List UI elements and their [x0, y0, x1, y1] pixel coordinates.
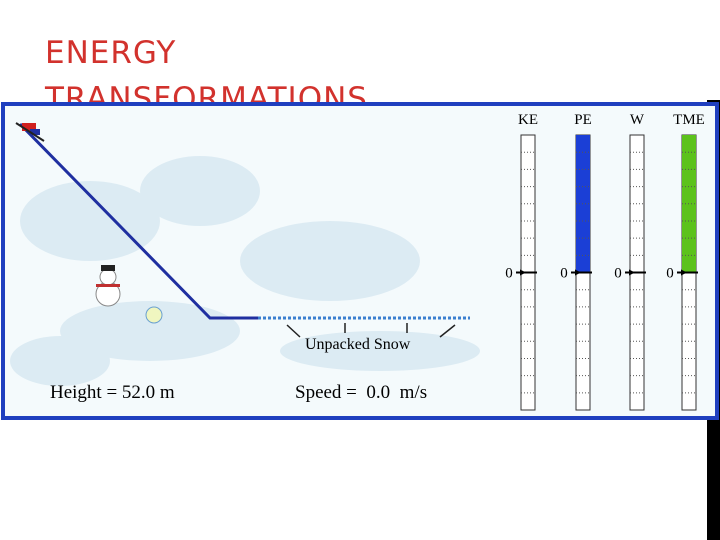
zero-arrow: [575, 269, 581, 276]
bar-label: W: [630, 112, 645, 128]
bar-label: PE: [574, 112, 592, 128]
annotation: Unpacked Snow: [305, 336, 411, 353]
zero-label: 0: [505, 266, 513, 282]
slope: [18, 122, 258, 320]
zero-label: 0: [666, 266, 674, 282]
simulation-image: Unpacked Snow Height = 52.0 m Speed = 0.…: [1, 102, 719, 420]
speed-label: Speed = 0.0 m/s: [295, 382, 427, 403]
bar-label: TME: [673, 112, 705, 128]
zero-label: 0: [614, 266, 622, 282]
zero-arrow: [681, 269, 687, 276]
zero-arrow: [520, 269, 526, 276]
skier: [15, 122, 45, 142]
annotation-arrows: [286, 323, 456, 338]
snow-texture: [10, 156, 480, 386]
snowball: [145, 306, 163, 324]
height-label: Height = 52.0 m: [50, 382, 175, 403]
title-line: ENERGY: [45, 35, 177, 71]
zero-label: 0: [560, 266, 568, 282]
zero-arrow: [629, 269, 635, 276]
bar-label: KE: [518, 112, 538, 128]
snowman: [95, 265, 121, 307]
